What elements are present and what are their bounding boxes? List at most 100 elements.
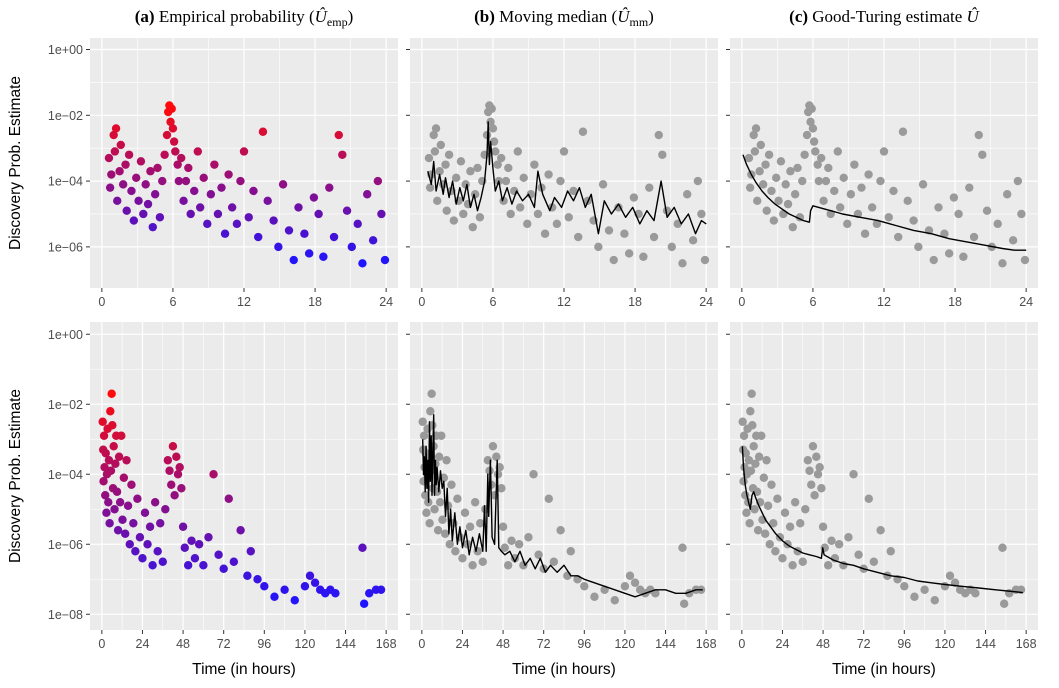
data-point bbox=[835, 203, 845, 212]
data-point bbox=[123, 501, 133, 510]
panel-title-tag: (c) bbox=[789, 7, 812, 26]
data-point bbox=[329, 232, 339, 242]
data-point bbox=[177, 153, 186, 163]
data-point bbox=[342, 206, 352, 215]
x-axis-label: Time (in hours) bbox=[512, 661, 616, 678]
data-point bbox=[1017, 209, 1026, 219]
data-point bbox=[475, 213, 485, 222]
data-point bbox=[148, 561, 157, 570]
data-point bbox=[187, 536, 196, 545]
panel-0-0: 0 6 12 18 24 1e+00 1e−02 1e−04 1e−06 (a) Empirica… bbox=[7, 7, 398, 309]
data-point bbox=[523, 219, 532, 229]
estimate-line bbox=[422, 414, 703, 598]
data-point bbox=[750, 505, 759, 514]
data-point bbox=[821, 176, 831, 186]
data-point bbox=[629, 193, 639, 202]
data-point bbox=[466, 167, 475, 176]
data-point bbox=[790, 498, 800, 507]
data-point bbox=[195, 203, 205, 212]
x-tick-label: 18 bbox=[948, 295, 962, 309]
x-tick-label: 168 bbox=[696, 637, 717, 651]
data-point bbox=[219, 564, 228, 573]
data-point bbox=[564, 213, 573, 222]
data-point bbox=[115, 498, 125, 507]
data-point bbox=[133, 494, 142, 503]
data-point bbox=[700, 255, 710, 265]
data-point bbox=[556, 176, 565, 186]
x-tick-label: 24 bbox=[379, 295, 393, 309]
data-point bbox=[578, 127, 588, 136]
data-point bbox=[739, 431, 749, 440]
data-point bbox=[190, 554, 200, 563]
data-point bbox=[168, 124, 178, 133]
data-point bbox=[171, 147, 180, 156]
data-point bbox=[190, 186, 199, 196]
panel-title-close: ) bbox=[348, 7, 354, 26]
x-tick-label: 72 bbox=[857, 637, 871, 651]
data-point bbox=[101, 491, 110, 500]
y-tick-label: 1e−08 bbox=[48, 608, 83, 622]
data-point bbox=[143, 540, 152, 549]
data-point bbox=[377, 209, 386, 219]
data-point bbox=[959, 252, 968, 261]
data-point bbox=[998, 259, 1007, 268]
data-point bbox=[358, 259, 367, 268]
data-point bbox=[478, 557, 487, 566]
data-point bbox=[418, 417, 427, 426]
data-point bbox=[180, 543, 189, 552]
data-point bbox=[487, 104, 496, 113]
data-point bbox=[803, 456, 813, 465]
data-point bbox=[181, 176, 191, 186]
data-point bbox=[519, 561, 528, 570]
data-point bbox=[751, 124, 761, 133]
data-point bbox=[98, 417, 107, 426]
data-layer bbox=[742, 101, 1030, 268]
data-point bbox=[940, 582, 950, 591]
data-point bbox=[749, 130, 758, 140]
data-point bbox=[314, 209, 323, 219]
data-point bbox=[849, 470, 858, 479]
data-point bbox=[749, 442, 758, 451]
data-point bbox=[213, 209, 223, 219]
y-tick-label: 1e−06 bbox=[48, 240, 83, 254]
data-point bbox=[744, 456, 754, 465]
data-point bbox=[769, 519, 778, 528]
data-point bbox=[203, 219, 212, 229]
data-point bbox=[156, 519, 165, 528]
data-point bbox=[441, 160, 450, 169]
data-point bbox=[753, 196, 762, 206]
data-point bbox=[504, 163, 513, 173]
data-point bbox=[667, 242, 676, 252]
x-tick-label: 24 bbox=[456, 637, 470, 651]
data-point bbox=[798, 176, 807, 186]
data-point bbox=[918, 180, 928, 189]
estimate-line bbox=[741, 446, 1023, 594]
data-point bbox=[430, 147, 440, 156]
data-point bbox=[894, 232, 903, 242]
data-point bbox=[506, 209, 515, 219]
data-point bbox=[129, 519, 138, 528]
data-point bbox=[260, 582, 269, 591]
data-point bbox=[365, 589, 374, 598]
data-point bbox=[519, 173, 528, 183]
data-point bbox=[121, 160, 130, 169]
data-point bbox=[747, 389, 756, 398]
data-point bbox=[429, 130, 438, 140]
data-point bbox=[993, 219, 1002, 229]
data-point bbox=[465, 522, 475, 531]
data-point bbox=[949, 193, 959, 202]
x-tick-label: 0 bbox=[98, 637, 105, 651]
data-point bbox=[879, 147, 889, 156]
data-point bbox=[359, 599, 369, 608]
data-point bbox=[173, 160, 182, 169]
data-point bbox=[153, 547, 162, 556]
data-point bbox=[767, 480, 776, 489]
data-point bbox=[135, 533, 145, 542]
data-point bbox=[290, 596, 299, 605]
data-point bbox=[435, 167, 444, 176]
data-point bbox=[300, 582, 310, 591]
data-point bbox=[755, 167, 764, 176]
data-point bbox=[243, 571, 252, 580]
data-point bbox=[503, 561, 513, 570]
data-point bbox=[220, 229, 230, 238]
